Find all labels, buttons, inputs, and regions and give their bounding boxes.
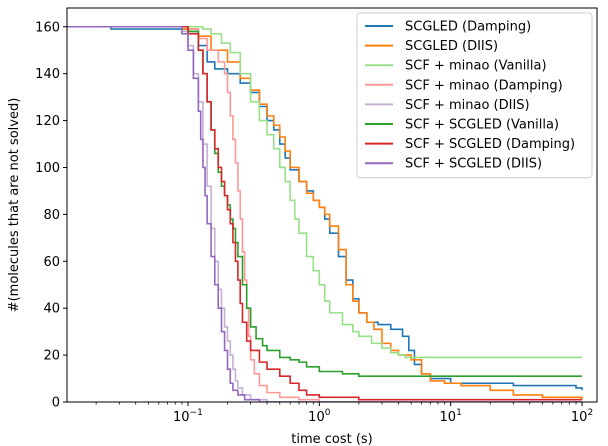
y-tick-label: 100 [35, 161, 60, 176]
legend-label: SCF + SCGLED (Damping) [405, 137, 575, 152]
legend-label: SCGLED (Damping) [405, 20, 531, 35]
y-tick-label: 20 [43, 349, 60, 364]
y-tick-label: 40 [43, 302, 60, 317]
y-tick-label: 0 [52, 396, 60, 411]
x-axis-label: time cost (s) [291, 432, 373, 446]
axes-layer [66, 7, 598, 403]
x-tick-label: 102 [571, 408, 593, 425]
y-tick-label: 160 [35, 20, 60, 35]
series-line-3 [67, 25, 583, 359]
ticks-layer: 0 20 40 60 80 100 120 140 160 10−1 100 101 102 [35, 20, 593, 425]
legend: SCGLED (Damping) SCGLED (DIIS) SCF + minao… [356, 12, 593, 179]
y-tick-label: 60 [43, 255, 60, 270]
series-line-8 [67, 25, 583, 402]
y-tick-label: 120 [35, 114, 60, 129]
legend-label: SCF + minao (DIIS) [405, 98, 530, 113]
y-tick-label: 80 [43, 208, 60, 223]
series-layer [67, 25, 583, 402]
legend-label: SCF + SCGLED (DIIS) [405, 157, 542, 172]
y-axis-label: #(molecules that are not solved) [7, 98, 22, 313]
x-tick-label: 100 [308, 408, 331, 425]
legend-label: SCF + minao (Vanilla) [405, 59, 547, 74]
series-line-4 [67, 25, 583, 402]
series-line-7 [67, 25, 583, 401]
y-tick-label: 140 [35, 67, 60, 82]
legend-label: SCGLED (DIIS) [405, 39, 498, 54]
x-tick-label: 10−1 [173, 408, 203, 425]
legend-label: SCF + SCGLED (Vanilla) [405, 118, 559, 133]
legend-label: SCF + minao (Damping) [405, 78, 563, 93]
x-tick-label: 101 [440, 408, 462, 425]
plot-frame [66, 7, 598, 403]
legend-box [356, 12, 593, 179]
